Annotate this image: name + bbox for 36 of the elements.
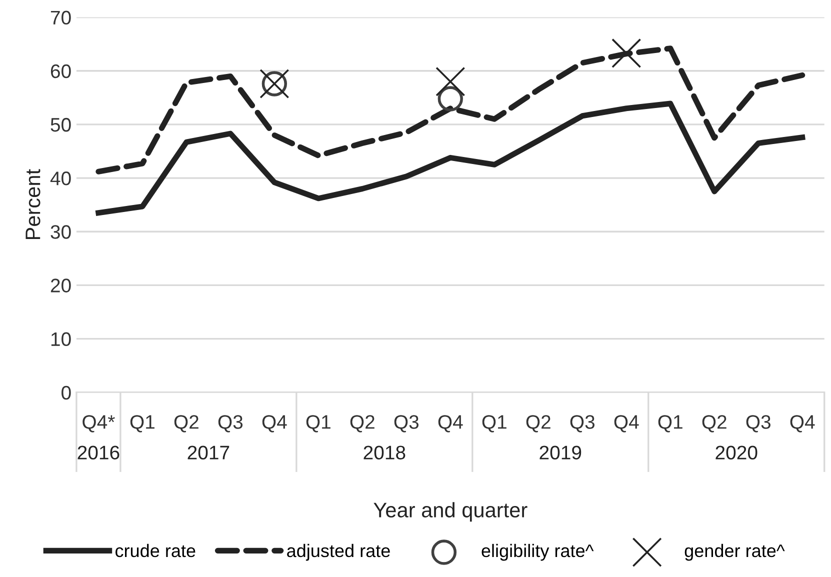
x-tick-label: Q2 <box>702 415 726 432</box>
y-tick-label: 0 <box>62 386 71 400</box>
legend-label: adjusted rate <box>287 544 390 561</box>
x-tick-label: Q1 <box>482 415 506 432</box>
x-tick-label: Q2 <box>350 415 374 432</box>
x-tick-label: Q4 <box>438 415 463 432</box>
y-tick-label: 50 <box>50 118 71 132</box>
x-tick-label: Q2 <box>526 415 550 432</box>
y-tick-label: 60 <box>50 64 71 78</box>
legend-label: crude rate <box>116 544 196 558</box>
x-tick-label: Q3 <box>746 415 770 432</box>
text: 2020 <box>716 446 758 460</box>
x-tick-label: Q4 <box>614 415 639 432</box>
x-tick-label: Q3 <box>394 415 419 432</box>
text: 2018 <box>364 446 406 460</box>
x-tick-label: Q3 <box>570 415 594 432</box>
y-tick-label: 10 <box>51 332 71 346</box>
text: 2019 <box>540 446 582 460</box>
x-tick-label: Q1 <box>130 415 154 432</box>
y-axis-title: Percent <box>26 169 40 240</box>
x-tick-label: Q4 <box>790 415 815 432</box>
x-tick-label: Q4 <box>262 415 287 432</box>
x-tick-label: Q1 <box>306 415 330 432</box>
x-axis-title: Year and quarter <box>374 502 528 522</box>
legend-label: gender rate^ <box>684 544 785 561</box>
text: 2017 <box>188 446 230 460</box>
y-tick-label: 20 <box>50 278 71 292</box>
x-tick-label: Q4* <box>82 415 115 432</box>
y-tick-label: 70 <box>50 10 71 25</box>
x-tick-label: Q2 <box>174 415 198 432</box>
text: 2016 <box>78 446 120 460</box>
y-tick-label: 30 <box>50 225 71 239</box>
x-tick-label: Q3 <box>218 415 243 432</box>
y-tick-label: 40 <box>50 172 71 186</box>
x-tick-label: Q1 <box>658 415 682 432</box>
legend-label: eligibility rate^ <box>482 544 594 561</box>
